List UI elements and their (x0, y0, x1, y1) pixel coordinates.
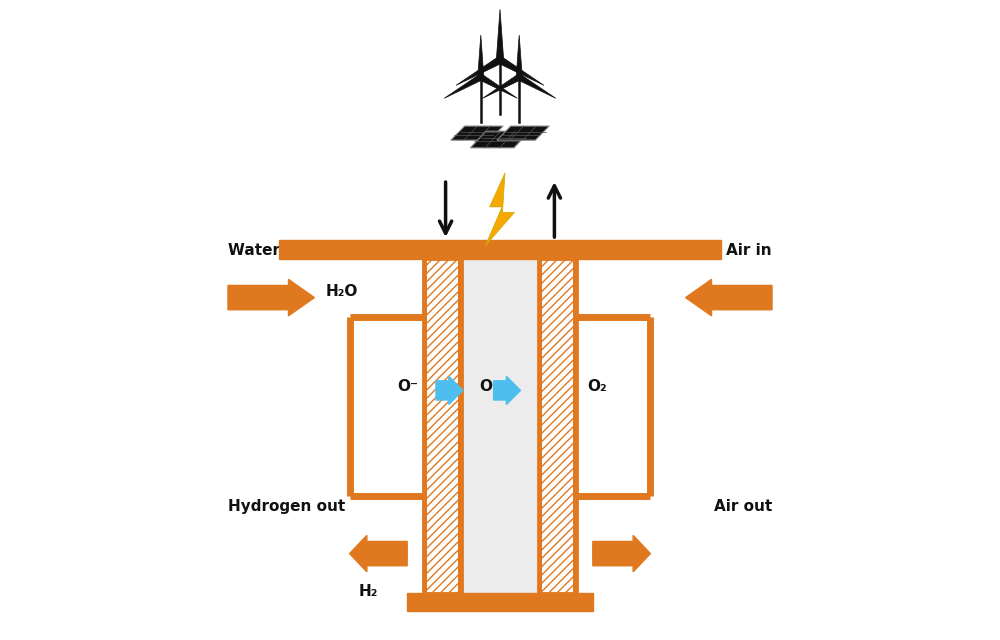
FancyArrow shape (350, 535, 407, 572)
FancyArrow shape (686, 280, 772, 316)
Polygon shape (478, 35, 484, 77)
Polygon shape (479, 74, 517, 99)
FancyArrow shape (228, 280, 314, 316)
Text: O⁻: O⁻ (398, 379, 419, 394)
Polygon shape (516, 35, 522, 77)
Bar (407, 593, 593, 611)
Bar (462, 259, 538, 593)
Bar (538, 259, 542, 593)
Text: Water in: Water in (228, 243, 301, 258)
Text: Air out: Air out (714, 499, 772, 514)
Bar (538, 259, 577, 593)
Text: O₂: O₂ (587, 379, 607, 394)
Bar (423, 259, 427, 593)
Text: H₂: H₂ (359, 584, 378, 599)
Bar (458, 259, 462, 593)
Polygon shape (483, 74, 521, 99)
FancyArrow shape (494, 376, 520, 404)
Polygon shape (497, 126, 549, 140)
Polygon shape (444, 74, 482, 99)
Text: Hydrogen out: Hydrogen out (228, 499, 345, 514)
Bar (279, 240, 721, 259)
Bar (423, 259, 462, 593)
FancyArrow shape (593, 535, 650, 572)
Polygon shape (518, 74, 556, 99)
Text: H₂O: H₂O (326, 284, 358, 299)
FancyArrow shape (436, 376, 463, 404)
Polygon shape (470, 131, 530, 148)
Text: O⁻: O⁻ (479, 379, 500, 394)
Text: Air in: Air in (726, 243, 772, 258)
Polygon shape (485, 173, 515, 246)
Polygon shape (498, 57, 544, 85)
Bar (573, 259, 577, 593)
Polygon shape (451, 126, 503, 140)
Polygon shape (456, 57, 502, 85)
Polygon shape (496, 10, 504, 60)
